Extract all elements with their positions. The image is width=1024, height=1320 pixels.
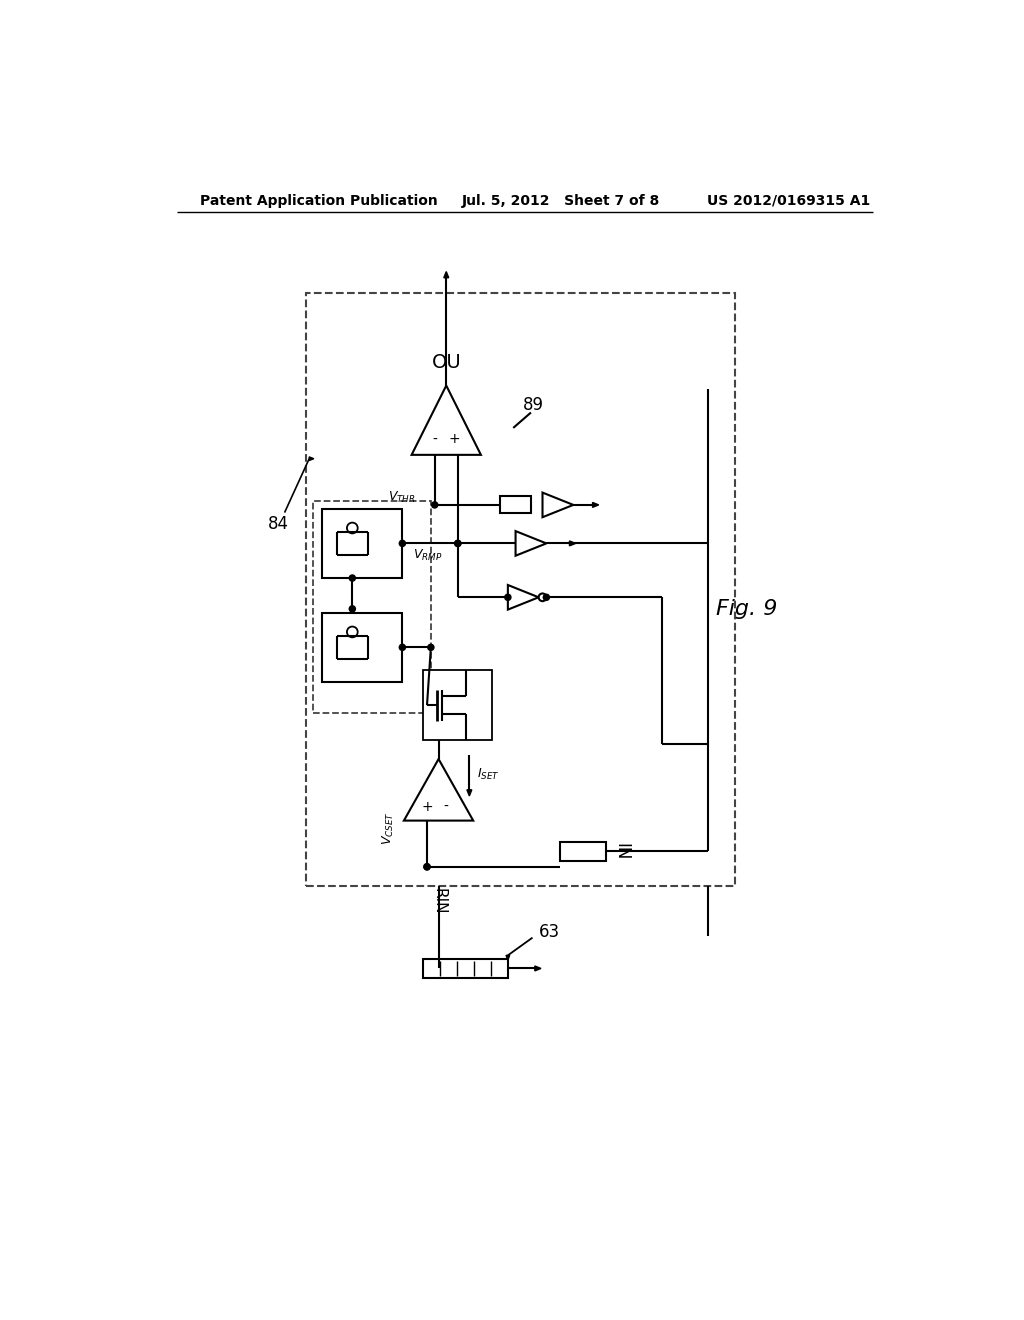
Text: Patent Application Publication: Patent Application Publication bbox=[200, 194, 437, 207]
Text: +: + bbox=[421, 800, 433, 813]
Circle shape bbox=[424, 863, 430, 870]
Circle shape bbox=[539, 594, 547, 601]
Text: $V_{RMP}$: $V_{RMP}$ bbox=[413, 548, 442, 562]
Text: OU: OU bbox=[431, 352, 461, 372]
Circle shape bbox=[347, 523, 357, 533]
Bar bbox=[500, 496, 531, 513]
Text: +: + bbox=[449, 433, 460, 446]
Circle shape bbox=[455, 540, 461, 546]
Circle shape bbox=[428, 644, 434, 651]
Polygon shape bbox=[535, 966, 541, 972]
Polygon shape bbox=[443, 272, 449, 277]
Polygon shape bbox=[506, 956, 510, 960]
Text: $I_{SET}$: $I_{SET}$ bbox=[477, 767, 500, 781]
Polygon shape bbox=[593, 503, 599, 507]
Text: 63: 63 bbox=[539, 923, 560, 941]
Circle shape bbox=[399, 644, 406, 651]
Polygon shape bbox=[569, 541, 575, 546]
Text: 89: 89 bbox=[523, 396, 545, 413]
Text: IN: IN bbox=[612, 842, 631, 861]
Bar bbox=[306, 293, 735, 886]
Text: $V_{CSET}$: $V_{CSET}$ bbox=[381, 812, 396, 845]
Circle shape bbox=[424, 863, 430, 870]
Bar bbox=[423, 671, 493, 739]
Text: -: - bbox=[443, 800, 449, 813]
Circle shape bbox=[399, 540, 406, 546]
Text: $V_{THR}$: $V_{THR}$ bbox=[388, 490, 416, 504]
Bar bbox=[423, 960, 508, 978]
Text: 84: 84 bbox=[268, 515, 289, 533]
Polygon shape bbox=[309, 457, 313, 461]
Circle shape bbox=[349, 576, 355, 581]
Text: Jul. 5, 2012   Sheet 7 of 8: Jul. 5, 2012 Sheet 7 of 8 bbox=[462, 194, 659, 207]
Circle shape bbox=[432, 502, 438, 508]
Circle shape bbox=[505, 594, 511, 601]
Text: US 2012/0169315 A1: US 2012/0169315 A1 bbox=[707, 194, 869, 207]
Text: -: - bbox=[432, 433, 437, 446]
Circle shape bbox=[349, 606, 355, 612]
Text: Fig. 9: Fig. 9 bbox=[716, 599, 777, 619]
Circle shape bbox=[347, 627, 357, 638]
Polygon shape bbox=[467, 789, 472, 796]
Bar bbox=[313, 502, 431, 713]
Circle shape bbox=[455, 540, 461, 546]
Circle shape bbox=[544, 594, 550, 601]
Bar bbox=[322, 508, 402, 578]
Bar bbox=[322, 612, 402, 682]
Text: RIN: RIN bbox=[431, 888, 446, 915]
Bar bbox=[560, 842, 606, 862]
